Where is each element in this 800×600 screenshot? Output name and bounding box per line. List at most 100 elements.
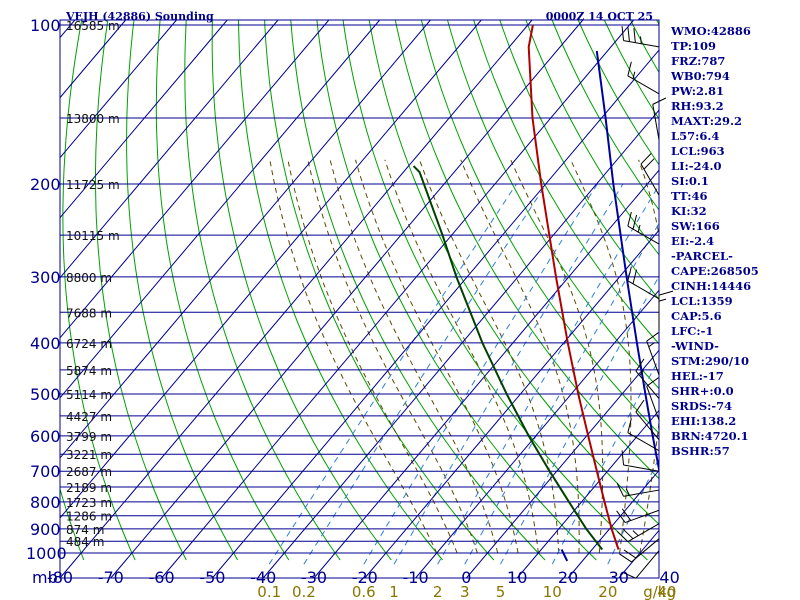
index-line: SW:166 <box>671 219 720 233</box>
wind-barb-flag <box>632 214 638 230</box>
wind-barb-staff <box>646 386 660 421</box>
moist-adiabat <box>329 159 499 554</box>
pressure-tick-label: 900 <box>30 520 61 539</box>
dry-adiabat <box>787 20 800 560</box>
mixing-ratio-tick-label: 0.6 <box>352 583 376 600</box>
isotherm <box>59 19 127 98</box>
wind-barb-flag <box>632 269 638 284</box>
wind-barb-flag <box>622 528 634 540</box>
wind-barb-flag <box>633 28 636 43</box>
index-line: LCL:963 <box>671 144 725 158</box>
mixing-ratio-line <box>607 457 659 565</box>
pressure-tick-label: 700 <box>30 462 61 481</box>
wind-barb-flag <box>635 358 645 372</box>
wind-barb-flag <box>621 508 632 521</box>
index-line: L57:6.4 <box>671 129 719 143</box>
temperature-tick-label: -60 <box>149 568 175 587</box>
wind-barb <box>652 97 667 140</box>
wind-barb-flag <box>646 377 659 387</box>
index-line: LI:-24.0 <box>671 159 722 173</box>
wind-barb <box>627 211 660 245</box>
pressure-tick-label: 300 <box>30 268 61 287</box>
wind-barb-flag <box>617 531 629 543</box>
temperature-tick-label: -70 <box>98 568 124 587</box>
height-label: 3221 m <box>66 448 112 462</box>
wind-barb-staff <box>627 432 660 452</box>
mixing-ratio-tick-label: 5 <box>496 583 506 600</box>
moist-adiabat <box>355 159 519 554</box>
index-line: LCL:1359 <box>671 294 733 308</box>
dry-adiabat <box>420 20 659 435</box>
isotherm <box>262 109 660 579</box>
wind-barb-flag <box>623 549 637 559</box>
indices-panel: WMO:42886 TP:109 FRZ:787 WB0:794 PW:2.81… <box>670 24 759 458</box>
index-line: BRN:4720.1 <box>671 429 749 443</box>
wind-barb-flag <box>652 97 667 105</box>
wind-barb-staff <box>635 550 660 579</box>
wind-barb-staff <box>652 104 660 140</box>
wind-barb-flag <box>640 153 652 165</box>
dry-adiabat <box>238 20 443 561</box>
height-label: 874 m <box>66 523 104 537</box>
wind-barb <box>622 550 660 579</box>
wind-barb-half-flag <box>637 224 641 233</box>
wind-barb <box>627 61 660 95</box>
height-label: 5114 m <box>66 388 112 402</box>
index-line: TT:46 <box>671 189 708 203</box>
height-label: 3799 m <box>66 430 112 444</box>
pressure-unit-label: mb <box>32 568 58 587</box>
index-line: PW:2.81 <box>671 84 724 98</box>
index-line: BSHR:57 <box>671 444 730 458</box>
isotherm <box>59 19 330 339</box>
wind-barb-half-flag <box>658 298 667 302</box>
index-line: -WIND- <box>671 339 719 353</box>
pressure-tick-label: 600 <box>30 427 61 446</box>
wind-barb-flag <box>646 332 659 342</box>
index-line: CINH:14446 <box>671 279 751 293</box>
height-label: 5874 m <box>66 364 112 378</box>
dry-adiabat <box>577 20 659 166</box>
wind-barb <box>619 538 660 563</box>
temperature-tick-label: -80 <box>47 568 73 587</box>
wind-barb <box>621 26 660 48</box>
pressure-tick-label: 1000 <box>26 544 67 563</box>
dry-adiabat <box>126 20 239 561</box>
temperature-tick-label: -50 <box>199 568 225 587</box>
wind-barb-flag <box>627 266 632 281</box>
isotherm <box>618 530 660 579</box>
wind-barb-half-flag <box>632 71 636 79</box>
index-line: SI:0.1 <box>671 174 709 188</box>
index-line: STM:290/10 <box>671 354 749 368</box>
isotherm <box>161 19 635 579</box>
wind-barb-flag <box>643 158 655 170</box>
height-label: 16585 m <box>66 19 120 33</box>
dry-adiabat <box>290 20 546 561</box>
pressure-tick-label: 400 <box>30 334 61 353</box>
height-label: 484 m <box>66 535 104 549</box>
wind-barb-half-flag <box>640 36 642 44</box>
pressure-tick-label: 100 <box>30 16 61 35</box>
wind-barb <box>617 523 660 543</box>
height-label: 4427 m <box>66 410 112 424</box>
isotherm <box>516 410 660 579</box>
temperature-tick-label: -10 <box>403 568 429 587</box>
index-line: RH:93.2 <box>671 99 724 113</box>
dry-adiabat <box>551 20 659 211</box>
wind-barb-flag <box>658 290 674 296</box>
dry-adiabat <box>184 20 341 561</box>
index-line: CAPE:268505 <box>671 264 759 278</box>
wind-barb <box>627 266 660 300</box>
isotherm <box>110 19 584 579</box>
temperature-tick-label: -20 <box>352 568 378 587</box>
wind-barb-half-flag <box>639 369 645 376</box>
wind-barb <box>640 153 660 196</box>
isotherm <box>212 49 660 579</box>
dry-adiabat <box>368 20 659 525</box>
mixing-ratio-tick-label: 10 <box>543 583 562 600</box>
mixing-ratio-line <box>437 184 659 565</box>
dry-adiabat <box>499 20 659 301</box>
mixing-ratio-tick-label: 1 <box>389 583 399 600</box>
height-label: 1286 m <box>66 510 112 524</box>
mixing-ratio-tick-label: 40 <box>657 583 676 600</box>
